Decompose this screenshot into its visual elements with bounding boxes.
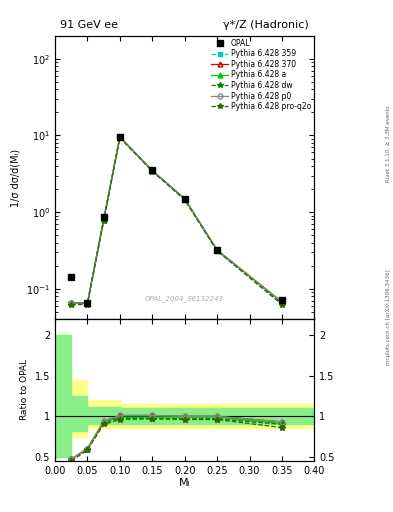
Bar [55, 335, 71, 457]
OPAL [118, 134, 122, 140]
Line: Pythia 6.428 p0: Pythia 6.428 p0 [69, 135, 285, 306]
Pythia 6.428 370 [101, 217, 106, 223]
Legend: OPAL, Pythia 6.428 359, Pythia 6.428 370, Pythia 6.428 a, Pythia 6.428 dw, Pythi: OPAL, Pythia 6.428 359, Pythia 6.428 370… [210, 37, 313, 113]
OPAL [182, 196, 187, 202]
Pythia 6.428 370 [280, 299, 285, 305]
Line: Pythia 6.428 pro-q2o: Pythia 6.428 pro-q2o [68, 135, 285, 307]
Bar [120, 408, 314, 424]
Pythia 6.428 pro-q2o [215, 248, 220, 254]
Y-axis label: 1/σ dσ/d(Mₗ): 1/σ dσ/d(Mₗ) [11, 148, 21, 206]
Pythia 6.428 359 [69, 300, 73, 306]
OPAL [150, 167, 155, 174]
Text: γ*/Z (Hadronic): γ*/Z (Hadronic) [224, 20, 309, 30]
Pythia 6.428 359 [280, 300, 285, 306]
Pythia 6.428 a [101, 217, 106, 223]
Pythia 6.428 370 [150, 167, 155, 174]
Pythia 6.428 a [85, 300, 90, 306]
Pythia 6.428 pro-q2o [101, 218, 106, 224]
Pythia 6.428 a [215, 247, 220, 253]
Text: Rivet 3.1.10, ≥ 3.3M events: Rivet 3.1.10, ≥ 3.3M events [386, 105, 391, 182]
Bar [88, 400, 120, 429]
Pythia 6.428 dw [150, 168, 155, 174]
OPAL [215, 247, 220, 253]
Pythia 6.428 370 [69, 300, 73, 306]
Pythia 6.428 359 [182, 196, 187, 202]
Bar [71, 380, 88, 437]
Pythia 6.428 a [118, 134, 122, 140]
Line: Pythia 6.428 370: Pythia 6.428 370 [69, 135, 285, 306]
Pythia 6.428 359 [215, 247, 220, 253]
Line: Pythia 6.428 dw: Pythia 6.428 dw [68, 135, 285, 306]
Pythia 6.428 359 [85, 300, 90, 306]
Pythia 6.428 dw [215, 247, 220, 253]
Line: OPAL: OPAL [68, 135, 285, 306]
Pythia 6.428 p0 [182, 196, 187, 202]
Pythia 6.428 a [280, 300, 285, 306]
Pythia 6.428 dw [69, 300, 73, 306]
Text: mcplots.cern.ch [arXiv:1306.3436]: mcplots.cern.ch [arXiv:1306.3436] [386, 270, 391, 365]
Pythia 6.428 p0 [215, 247, 220, 253]
Pythia 6.428 pro-q2o [69, 302, 73, 308]
Pythia 6.428 a [69, 300, 73, 306]
Bar [71, 396, 88, 431]
Pythia 6.428 p0 [101, 217, 106, 223]
Pythia 6.428 359 [101, 217, 106, 223]
Text: 91 GeV ee: 91 GeV ee [60, 20, 118, 30]
Pythia 6.428 370 [182, 196, 187, 202]
Pythia 6.428 dw [101, 217, 106, 223]
Pythia 6.428 359 [118, 134, 122, 140]
OPAL [280, 296, 285, 303]
Pythia 6.428 dw [280, 300, 285, 306]
Bar [120, 404, 314, 429]
Pythia 6.428 pro-q2o [118, 135, 122, 141]
Pythia 6.428 a [150, 168, 155, 174]
Line: Pythia 6.428 a: Pythia 6.428 a [69, 135, 285, 306]
Pythia 6.428 pro-q2o [280, 302, 285, 308]
Y-axis label: Ratio to OPAL: Ratio to OPAL [20, 359, 29, 420]
Pythia 6.428 370 [215, 247, 220, 253]
Pythia 6.428 p0 [85, 300, 90, 306]
Pythia 6.428 dw [85, 300, 90, 306]
X-axis label: Mₗ: Mₗ [179, 478, 191, 488]
OPAL [85, 300, 90, 306]
Pythia 6.428 p0 [69, 300, 73, 306]
Bar [55, 335, 71, 457]
Pythia 6.428 dw [118, 134, 122, 140]
Bar [88, 407, 120, 424]
Pythia 6.428 pro-q2o [150, 168, 155, 174]
OPAL [69, 274, 73, 281]
Line: Pythia 6.428 359: Pythia 6.428 359 [69, 135, 284, 305]
Pythia 6.428 dw [182, 196, 187, 202]
Pythia 6.428 p0 [118, 134, 122, 140]
Pythia 6.428 a [182, 196, 187, 202]
Pythia 6.428 p0 [150, 167, 155, 174]
Pythia 6.428 pro-q2o [182, 197, 187, 203]
Pythia 6.428 pro-q2o [85, 302, 90, 308]
Pythia 6.428 p0 [280, 299, 285, 305]
Text: OPAL_2004_S6132243: OPAL_2004_S6132243 [145, 295, 224, 302]
OPAL [101, 215, 106, 221]
Pythia 6.428 370 [85, 300, 90, 306]
Pythia 6.428 370 [118, 134, 122, 140]
Pythia 6.428 359 [150, 168, 155, 174]
